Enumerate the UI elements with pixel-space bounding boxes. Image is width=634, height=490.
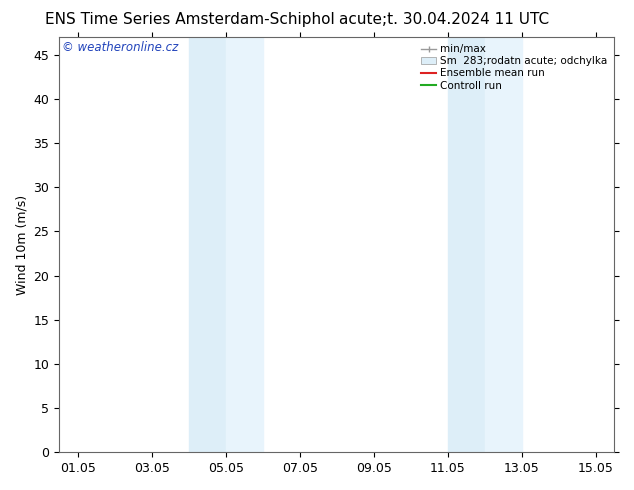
Bar <box>448 37 484 452</box>
Bar <box>189 37 226 452</box>
Text: © weatheronline.cz: © weatheronline.cz <box>62 41 178 54</box>
Text: ENS Time Series Amsterdam-Schiphol: ENS Time Series Amsterdam-Schiphol <box>45 12 335 27</box>
Bar <box>484 37 522 452</box>
Text: acute;t. 30.04.2024 11 UTC: acute;t. 30.04.2024 11 UTC <box>339 12 549 27</box>
Y-axis label: Wind 10m (m/s): Wind 10m (m/s) <box>15 195 28 294</box>
Bar <box>226 37 262 452</box>
Legend: min/max, Sm  283;rodatn acute; odchylka, Ensemble mean run, Controll run: min/max, Sm 283;rodatn acute; odchylka, … <box>419 42 609 93</box>
